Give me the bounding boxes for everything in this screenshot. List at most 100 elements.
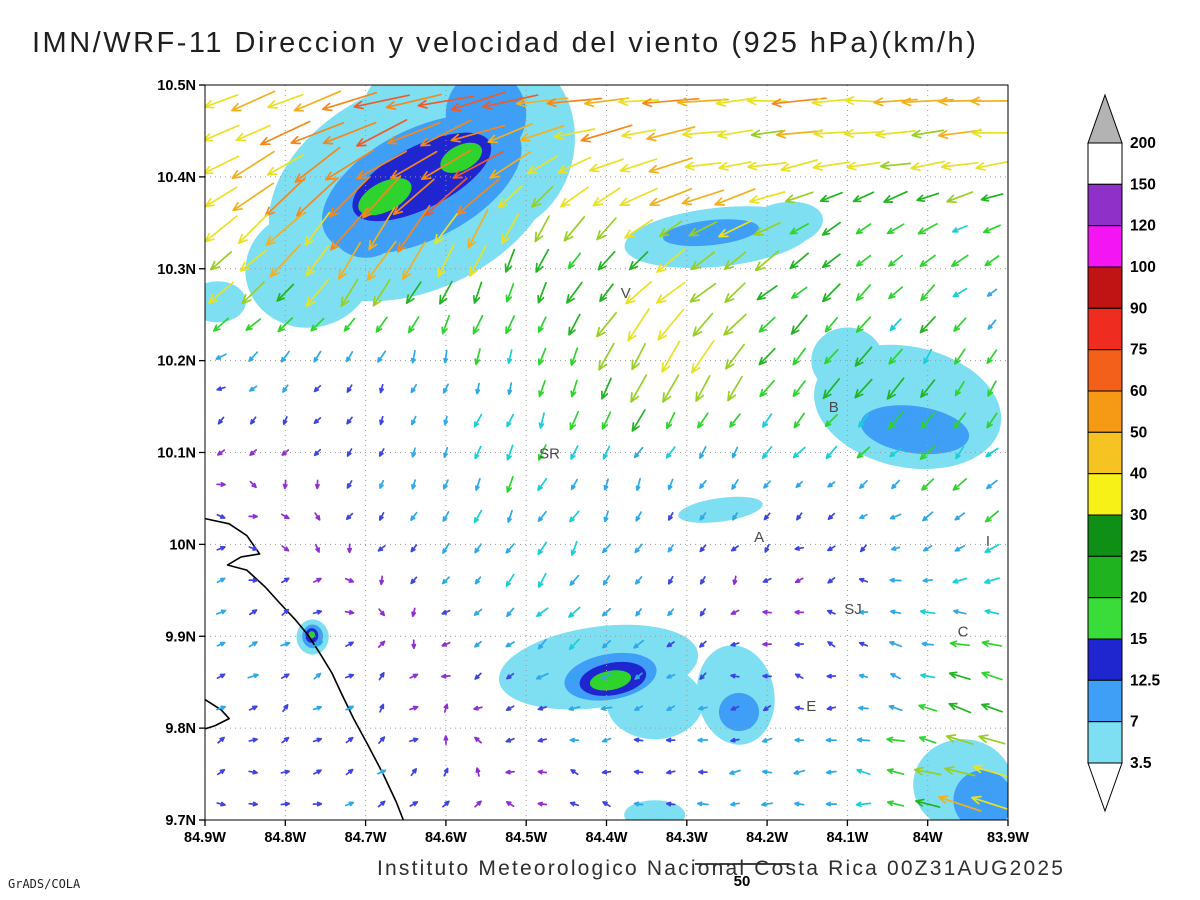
wind-vector (918, 703, 938, 712)
wind-vector (281, 577, 290, 584)
wind-vector (981, 703, 1003, 713)
wind-vector (474, 348, 481, 366)
wind-vector (290, 121, 345, 145)
wind-vector (792, 446, 806, 459)
colorbar-level-label: 25 (1130, 548, 1148, 565)
wind-vector (217, 416, 225, 425)
wind-vector (602, 543, 611, 554)
wind-vector (635, 511, 642, 522)
wind-vector (526, 155, 558, 175)
wind-vector (568, 706, 581, 711)
wind-vector (505, 283, 515, 303)
wind-vector (628, 251, 649, 271)
shaded-region-east-patch (860, 405, 970, 455)
wind-vector (450, 91, 506, 112)
wind-vector (472, 314, 484, 335)
wind-vector (560, 186, 589, 208)
wind-vector (475, 767, 481, 777)
wind-vector (972, 764, 1008, 778)
wind-vector (570, 768, 579, 776)
wind-vector (762, 673, 772, 679)
wind-vector (596, 217, 617, 241)
wind-vector (984, 577, 1000, 584)
wind-vector (987, 380, 997, 397)
wind-vector (208, 281, 235, 304)
wind-vector (980, 193, 1004, 202)
wind-vector (377, 769, 387, 775)
wind-vector (827, 545, 836, 552)
wind-vector (313, 672, 322, 680)
wind-vector (855, 254, 872, 267)
shaded-region-south-edge-patch (624, 800, 686, 820)
wind-vector (569, 510, 580, 523)
wind-vector (684, 161, 722, 171)
wind-vector (792, 380, 806, 397)
colorbar-level-label: 50 (1130, 424, 1147, 441)
colorbar-segment (1087, 679, 1123, 723)
wind-vector (696, 801, 709, 807)
wind-vector (443, 767, 449, 777)
wind-vector (887, 411, 904, 430)
wind-vector (984, 543, 1000, 553)
wind-vector (889, 513, 902, 520)
wind-vector (570, 347, 579, 366)
wind-vector (666, 673, 676, 679)
wind-vector (392, 178, 435, 216)
wind-vector (646, 126, 696, 142)
wind-vector (340, 278, 359, 308)
wind-vector (410, 415, 417, 426)
wind-vector (858, 609, 869, 615)
wind-vector (314, 512, 321, 521)
wind-vector (730, 673, 740, 679)
wind-vector (409, 705, 419, 711)
wind-vector (281, 449, 290, 456)
wind-vector (328, 176, 371, 218)
wind-vector (982, 224, 1001, 234)
wind-vector (732, 575, 738, 586)
wind-vector (344, 609, 355, 615)
wind-vector (379, 479, 385, 489)
wind-vector (699, 640, 707, 648)
wind-vector (730, 545, 740, 552)
wind-vector (699, 446, 707, 459)
wind-vector (762, 609, 772, 615)
wind-vector (583, 97, 630, 108)
wind-vector (474, 672, 482, 680)
wind-vector (378, 736, 386, 744)
shaded-region-west-edge-patch (205, 281, 246, 323)
wind-vector (505, 800, 515, 808)
wind-vector (281, 736, 290, 744)
wind-vector (921, 478, 935, 491)
wind-vector (505, 769, 515, 775)
wind-vector (346, 384, 353, 393)
wind-vector (245, 318, 262, 331)
wind-vector (858, 641, 869, 647)
wind-vector (695, 375, 711, 402)
wind-vector (305, 278, 330, 307)
wind-vector (443, 703, 449, 713)
wind-vector (247, 673, 259, 679)
wind-vector (313, 417, 322, 425)
wind-vector (875, 129, 917, 139)
wind-vector (666, 641, 675, 648)
wind-vector (634, 672, 643, 680)
wind-vector (310, 317, 325, 332)
wind-vector (248, 801, 259, 807)
wind-vector (474, 445, 482, 460)
colorbar-level-label: 100 (1130, 259, 1156, 276)
wind-vector (537, 638, 547, 650)
wind-vector (888, 348, 903, 365)
wind-vector (474, 800, 482, 808)
wind-vector (661, 340, 681, 373)
wind-vector (210, 251, 233, 271)
wind-vector (410, 383, 418, 394)
wind-vector (952, 287, 968, 298)
colorbar-segment (1087, 473, 1123, 516)
wind-vector (699, 512, 707, 521)
wind-vector (598, 342, 615, 371)
wind-vector (601, 411, 612, 430)
wind-vector (368, 207, 396, 251)
wind-vector (699, 672, 707, 680)
wind-vector (827, 512, 836, 521)
